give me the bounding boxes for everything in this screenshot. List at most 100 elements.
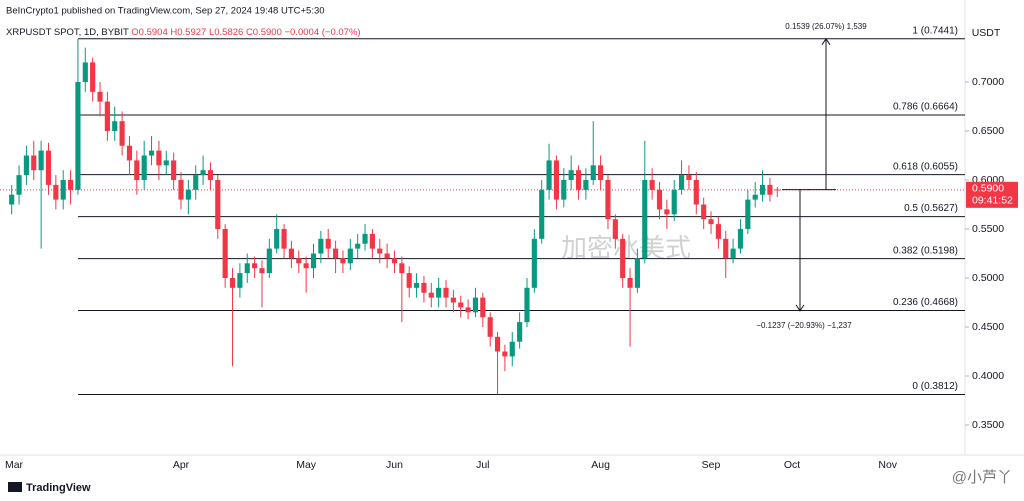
candle-body [347, 248, 353, 264]
candle-body [568, 170, 574, 181]
last-price-box [966, 181, 1018, 208]
candle-body [259, 268, 265, 274]
candle-body [679, 175, 685, 190]
x-tick-label: Jun [386, 459, 403, 471]
candle-body [450, 297, 456, 303]
candle-body [583, 180, 589, 190]
candle-body [104, 101, 110, 132]
legend-close: C0.5900 [246, 27, 282, 38]
candle-body [413, 282, 420, 288]
y-tick-label: 0.4500 [972, 321, 1004, 333]
candle-body [23, 155, 29, 176]
x-tick-label: Oct [784, 459, 800, 471]
x-tick-label: Aug [591, 459, 610, 471]
candle-body [465, 307, 471, 313]
candle-body [391, 258, 398, 264]
candle-body [156, 150, 162, 166]
candle-body [517, 322, 523, 342]
candle-body [252, 263, 258, 269]
y-tick-label: 0.7000 [972, 76, 1004, 88]
signature: @小芦丫 [952, 469, 1012, 486]
candle-body [590, 165, 596, 181]
x-tick-label: Jul [476, 459, 489, 471]
candle-body [38, 150, 44, 171]
measure-label: −0.1237 (−20.93%) −1,237 [756, 321, 852, 330]
candle-body [318, 238, 324, 254]
y-tick-label: 0.5000 [972, 272, 1004, 284]
publisher: BeInCrypto1 published on TradingView.com… [6, 6, 325, 17]
candle-body [612, 219, 618, 239]
candle-body [539, 189, 545, 239]
candle-body [458, 302, 464, 308]
candle-body [325, 238, 331, 249]
x-tick-label: Sep [702, 459, 721, 471]
candle-body [598, 165, 604, 181]
legend-change: −0.0004 (−0.07%) [285, 27, 361, 38]
candle-body [524, 287, 530, 323]
legend-open: O0.5904 [131, 27, 167, 38]
candle-body [656, 189, 663, 210]
candle-body [715, 224, 721, 239]
candle-body [134, 160, 140, 181]
candle-body [333, 248, 339, 259]
candle-body [767, 184, 773, 195]
candle-body [45, 150, 52, 185]
candle-body [421, 282, 427, 293]
fib-label: 1 (0.7441) [912, 25, 958, 36]
candle-body [546, 160, 552, 190]
candle-body [480, 297, 486, 318]
candle-body [664, 209, 670, 215]
candle-body [634, 258, 640, 288]
x-tick-label: Nov [878, 459, 897, 471]
candle-body [340, 258, 346, 264]
watermark: 加密冰美式 [561, 233, 691, 263]
x-tick-label: Apr [173, 459, 190, 471]
candle-body [355, 243, 361, 249]
y-tick-label: 0.3500 [972, 419, 1004, 431]
arrow-head [795, 304, 805, 312]
x-tick-label: May [296, 459, 317, 471]
candle-body [31, 155, 37, 171]
candle-body [16, 175, 22, 195]
fib-label: 0.382 (0.5198) [893, 245, 958, 256]
footer: TradingView [26, 482, 91, 494]
arrow-head [821, 37, 831, 46]
legend-high: H0.5927 [170, 27, 206, 38]
candle-body [487, 317, 493, 337]
candle-body [531, 238, 537, 288]
logo [8, 482, 22, 492]
candle-body [620, 238, 626, 279]
candle-body [303, 263, 309, 269]
candle-body [377, 248, 383, 254]
candle-body [708, 219, 714, 225]
candle-body [222, 229, 228, 279]
candle-body [509, 341, 515, 357]
candle-body [244, 263, 250, 274]
candle-body [406, 273, 412, 288]
candle-body [288, 248, 294, 259]
candle-body [575, 170, 582, 190]
candle-body [399, 263, 405, 274]
candle-body [686, 175, 692, 181]
countdown: 09:41:52 [972, 195, 1013, 207]
candle-body [119, 121, 125, 146]
fib-label: 0.236 (0.4668) [893, 297, 958, 308]
candle-body [362, 233, 368, 244]
candle-body [759, 184, 766, 195]
candle-body [649, 180, 655, 190]
candle-body [274, 229, 280, 249]
candle-body [671, 189, 677, 215]
candle-body [75, 82, 81, 190]
candle-body [237, 273, 243, 288]
candle-body [443, 287, 449, 298]
y-tick-label: 0.4000 [972, 370, 1004, 382]
candle-body [642, 180, 648, 259]
candle-body [605, 180, 611, 220]
candle-body [9, 194, 15, 205]
candle-body [141, 155, 147, 181]
fib-label: 0.786 (0.6664) [893, 102, 958, 113]
x-tick-label: Mar [5, 459, 24, 471]
candle-body [310, 253, 317, 269]
candle-body [296, 258, 302, 264]
